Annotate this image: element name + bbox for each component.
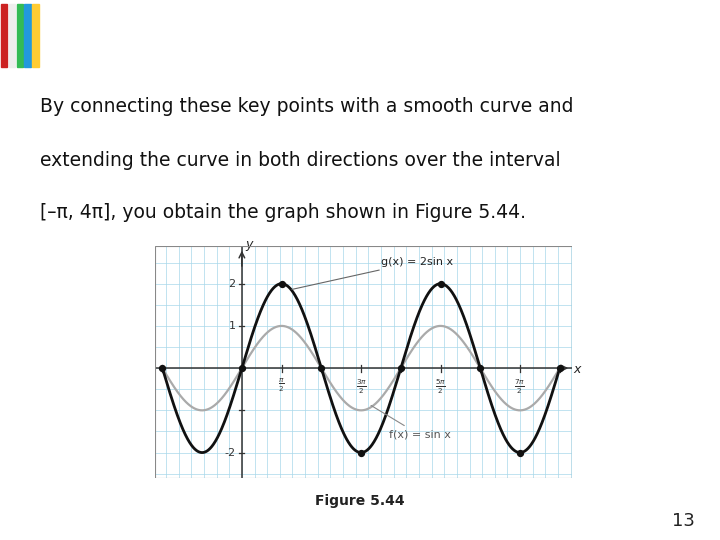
Text: 2: 2 [228, 279, 235, 289]
Bar [1, 3, 7, 66]
Text: f(x) = sin x: f(x) = sin x [371, 406, 451, 440]
Text: Figure 5.44: Figure 5.44 [315, 494, 405, 508]
Text: $\frac{3\pi}{2}$: $\frac{3\pi}{2}$ [356, 377, 366, 396]
Point [554, 364, 565, 373]
Point [355, 448, 366, 457]
Point [395, 364, 407, 373]
Bar [9, 3, 15, 66]
Bar [24, 3, 31, 66]
Text: $\frac{\pi}{2}$: $\frac{\pi}{2}$ [279, 377, 285, 395]
Text: By connecting these key points with a smooth curve and: By connecting these key points with a sm… [40, 97, 573, 116]
Text: 13: 13 [672, 512, 695, 530]
Point [435, 279, 446, 288]
Text: extending the curve in both directions over the interval: extending the curve in both directions o… [40, 151, 560, 170]
Text: -2: -2 [225, 448, 235, 457]
Text: cont’d: cont’d [654, 41, 702, 56]
Point [474, 364, 486, 373]
Text: 1: 1 [228, 321, 235, 331]
Bar [17, 3, 23, 66]
Point [236, 364, 248, 373]
Text: [–π, 4π], you obtain the graph shown in Figure 5.44.: [–π, 4π], you obtain the graph shown in … [40, 202, 526, 221]
Text: g(x) = 2sin x: g(x) = 2sin x [292, 256, 453, 289]
Bar [32, 3, 39, 66]
Text: $\frac{5\pi}{2}$: $\frac{5\pi}{2}$ [435, 377, 446, 396]
Text: Solution: Solution [310, 18, 466, 52]
Point [514, 448, 526, 457]
Point [157, 364, 168, 373]
Point [315, 364, 327, 373]
Text: $\frac{7\pi}{2}$: $\frac{7\pi}{2}$ [515, 377, 526, 396]
Point [276, 279, 287, 288]
Text: x: x [574, 363, 581, 376]
Text: y: y [246, 238, 253, 251]
Text: Example 1 –: Example 1 – [54, 18, 288, 52]
